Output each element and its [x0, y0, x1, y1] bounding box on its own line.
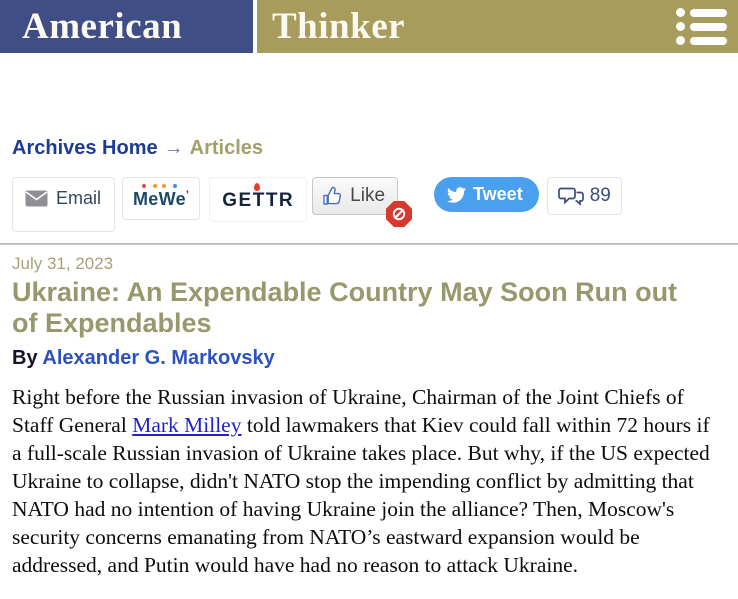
- article-body: Right before the Russian invasion of Ukr…: [12, 383, 722, 579]
- site-header: American Thinker: [0, 0, 738, 53]
- blocked-overlay-icon: [386, 201, 413, 227]
- body-text: Right before the Russian invasion of Ukr…: [12, 385, 684, 437]
- comment-count: 89: [589, 185, 611, 206]
- speech-bubbles-icon: [557, 187, 584, 206]
- gettr-share-button[interactable]: GETTR: [209, 177, 308, 222]
- mewe-dot: [153, 184, 158, 188]
- brand-thinker[interactable]: Thinker: [272, 0, 405, 53]
- breadcrumb-current-articles: Articles: [189, 137, 263, 159]
- like-label: Like: [350, 185, 386, 206]
- article-date: July 31, 2023: [12, 254, 114, 273]
- section-divider: [0, 243, 738, 245]
- tweet-button[interactable]: Tweet: [434, 177, 539, 212]
- breadcrumb: Archives Home → Articles: [12, 137, 738, 160]
- email-label: Email: [56, 188, 102, 208]
- list-menu-icon[interactable]: [676, 8, 728, 45]
- gettr-label: GETTR: [222, 190, 295, 211]
- mewe-dot: [173, 184, 178, 188]
- tweet-label: Tweet: [473, 184, 523, 204]
- breadcrumb-arrow: →: [163, 137, 184, 159]
- menu-row: [676, 36, 728, 45]
- mewe-tick: ’: [185, 189, 190, 201]
- gettr-flame-icon: [254, 183, 261, 191]
- article-byline: By Alexander G. Markovsky: [12, 347, 722, 370]
- menu-row: [676, 8, 728, 17]
- author-link[interactable]: Alexander G. Markovsky: [42, 347, 275, 369]
- article-title: Ukraine: An Expendable Country May Soon …: [12, 277, 678, 338]
- brand-thinker-label: Thinker: [272, 6, 406, 47]
- twitter-bird-icon: [447, 186, 466, 203]
- breadcrumb-archives-home-link[interactable]: Archives Home: [12, 137, 158, 159]
- facebook-like-widget: Like: [312, 177, 413, 227]
- menu-row: [676, 22, 728, 31]
- brand-american[interactable]: American: [0, 0, 257, 53]
- comment-count-button[interactable]: 89: [546, 177, 622, 215]
- mewe-dot: [142, 184, 147, 188]
- mark-milley-link[interactable]: Mark Milley: [132, 413, 242, 437]
- facebook-like-button[interactable]: Like: [312, 177, 399, 215]
- byline-prefix: By: [12, 347, 43, 369]
- article: July 31, 2023 Ukraine: An Expendable Cou…: [0, 254, 738, 579]
- thumbs-up-icon: [323, 186, 342, 205]
- mewe-logo: MeWe’: [133, 184, 190, 210]
- brand-american-label: American: [22, 6, 183, 47]
- share-toolbar: Email MeWe’ GETTR Like: [12, 177, 738, 232]
- email-share-button[interactable]: Email: [12, 177, 116, 232]
- mewe-dot: [162, 184, 167, 188]
- mewe-label: MeWe: [133, 189, 186, 209]
- mewe-share-button[interactable]: MeWe’: [122, 177, 201, 220]
- body-text: told lawmakers that Kiev could fall with…: [12, 413, 710, 577]
- envelope-icon: [25, 190, 48, 207]
